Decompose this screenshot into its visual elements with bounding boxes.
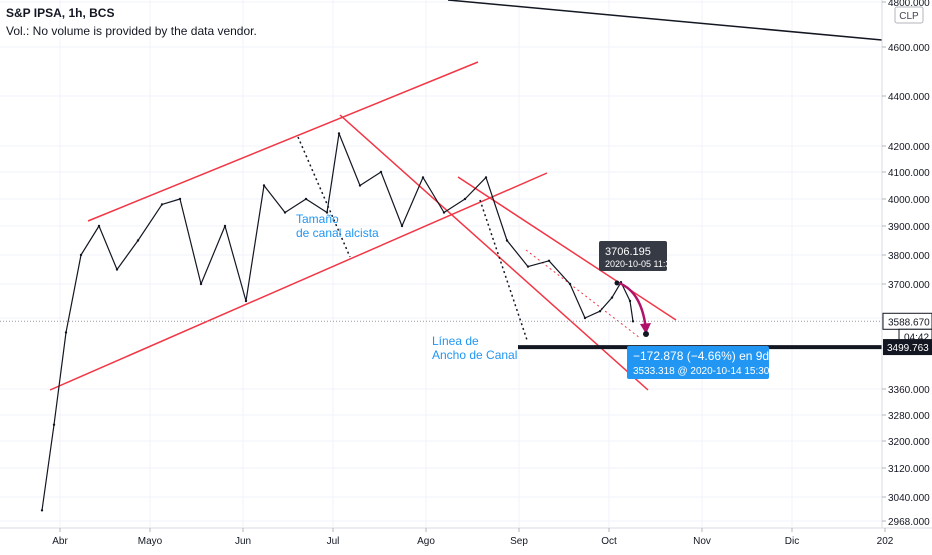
price-tick-label: 4600.000 <box>888 43 930 54</box>
channel-width-label-line: Ancho de Canal <box>432 348 517 362</box>
price-tick-label: 3200.000 <box>888 437 930 448</box>
high-marker <box>614 280 620 286</box>
price-tick-label: 3120.000 <box>888 464 930 475</box>
price-tick-label: 3900.000 <box>888 222 930 233</box>
annotations[interactable]: Tamaño de canal alcista Línea de Ancho de C… <box>296 212 882 379</box>
channel-size-label-line: Tamaño <box>296 212 339 226</box>
price-point <box>97 224 101 228</box>
price-point <box>325 211 329 214</box>
support-price-badge[interactable] <box>883 339 932 356</box>
channel-size-dotted-line[interactable] <box>297 136 351 258</box>
high-callout-value: 3706.195 <box>605 246 651 258</box>
price-point <box>304 197 308 201</box>
time-tick-label: Sep <box>510 536 528 547</box>
price-tick-label: 3700.000 <box>888 280 930 291</box>
price-point <box>262 184 266 187</box>
price-point <box>160 203 164 206</box>
price-point <box>421 176 425 179</box>
price-tick-label: 4200.000 <box>888 142 930 153</box>
price-tick-label: 4100.000 <box>888 168 930 179</box>
grid <box>0 0 886 528</box>
measure-callout-change: −172.878 (−4.66%) en 9d 4h <box>633 349 786 363</box>
price-point <box>79 253 83 257</box>
time-tick-label: 202 <box>877 536 894 547</box>
price-point <box>484 176 488 179</box>
price-tick-label: 2968.000 <box>888 517 930 528</box>
price-point <box>598 310 602 313</box>
price-point <box>40 509 44 512</box>
long-trendline[interactable] <box>447 0 883 41</box>
price-point <box>610 296 614 299</box>
price-axis[interactable] <box>882 0 932 528</box>
price-point <box>583 316 587 320</box>
time-tick-label: Nov <box>693 536 711 547</box>
price-point <box>463 197 467 201</box>
time-tick-label: Mayo <box>138 536 163 547</box>
support-price-value: 3499.763 <box>887 343 929 354</box>
high-callout[interactable] <box>599 241 667 271</box>
time-tick-label: Dic <box>785 536 799 547</box>
price-point <box>568 282 572 286</box>
time-axis[interactable] <box>0 528 932 550</box>
price-point <box>337 132 341 135</box>
high-callout-time: 2020-10-05 11:30 <box>605 259 675 269</box>
price-tick-label: 3280.000 <box>888 411 930 422</box>
target-marker <box>643 331 649 337</box>
price-tick-label: 3800.000 <box>888 251 930 262</box>
measure-callout[interactable] <box>627 346 769 379</box>
price-tick-label: 4800.000 <box>888 0 930 9</box>
currency-badge[interactable] <box>894 6 924 24</box>
measure-callout-detail: 3533.318 @ 2020-10-14 15:30 <box>633 366 770 377</box>
price-point <box>442 211 446 214</box>
price-point <box>178 197 182 201</box>
price-point <box>400 224 404 228</box>
price-point <box>526 265 530 268</box>
price-line <box>41 132 634 511</box>
symbol-title[interactable]: S&P IPSA, 1h, BCS <box>6 6 114 20</box>
channel-upper-line[interactable] <box>87 61 479 222</box>
channel-size-label-line: de canal alcista <box>296 226 379 240</box>
price-point <box>115 268 119 271</box>
volume-note: Vol.: No volume is provided by the data … <box>6 24 257 38</box>
time-tick-label: Jun <box>235 536 251 547</box>
price-series <box>40 132 635 512</box>
down-channel-lower-line[interactable] <box>339 114 649 391</box>
projection-arrow-head <box>640 323 651 334</box>
channel-width-label: Línea de Ancho de Canal <box>432 334 517 362</box>
projection-dotted-line[interactable] <box>525 249 641 339</box>
price-point <box>379 170 383 174</box>
price-axis-ticks: 4800.000 4600.000 4400.000 4200.000 4100.000… <box>882 0 932 528</box>
time-tick-label: Ago <box>417 536 435 547</box>
price-point <box>136 239 140 242</box>
time-tick-label: Abr <box>52 536 68 547</box>
time-axis-ticks: Abr Mayo Jun Jul Ago Sep Oct Nov Dic 202 <box>52 528 894 547</box>
currency-badge-label: CLP <box>899 11 919 22</box>
price-point <box>223 224 227 228</box>
price-point <box>358 184 362 187</box>
price-tick-label: 4000.000 <box>888 195 930 206</box>
price-point <box>505 239 509 242</box>
price-point <box>52 423 56 426</box>
price-point <box>64 331 68 334</box>
price-tick-label: 4400.000 <box>888 92 930 103</box>
price-tick-label: 3040.000 <box>888 493 930 504</box>
countdown-value: 04:42 <box>904 332 929 343</box>
price-point <box>631 320 635 323</box>
trendlines[interactable] <box>0 0 883 391</box>
time-tick-label: Jul <box>327 536 340 547</box>
price-tick-label: 3360.000 <box>888 385 930 396</box>
channel-lower-line[interactable] <box>49 172 548 391</box>
price-point <box>244 299 248 303</box>
price-point <box>283 211 287 214</box>
price-point <box>628 299 632 303</box>
price-point <box>199 282 203 286</box>
channel-size-label: Tamaño de canal alcista <box>296 212 379 240</box>
time-tick-label: Oct <box>601 536 617 547</box>
current-price-value: 3588.670 <box>888 317 930 328</box>
channel-width-label-line: Línea de <box>432 334 479 348</box>
price-point <box>547 259 551 262</box>
